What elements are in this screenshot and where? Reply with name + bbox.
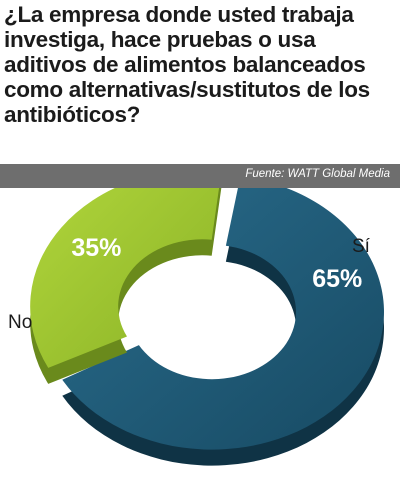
source-credit: Fuente: WATT Global Media — [245, 168, 390, 180]
donut-slice-si — [62, 188, 384, 450]
question-title: ¿La empresa donde usted trabaja investig… — [4, 2, 370, 127]
category-label-no: No — [8, 312, 32, 333]
category-label-si: Sí — [352, 236, 371, 257]
donut-slice-no — [30, 188, 220, 368]
value-label-si: 65% — [312, 265, 362, 293]
value-label-no: 35% — [71, 234, 121, 262]
source-bar: Fuente: WATT Global Media — [0, 164, 400, 188]
donut-chart: Sí No 65% 35% — [8, 188, 385, 466]
